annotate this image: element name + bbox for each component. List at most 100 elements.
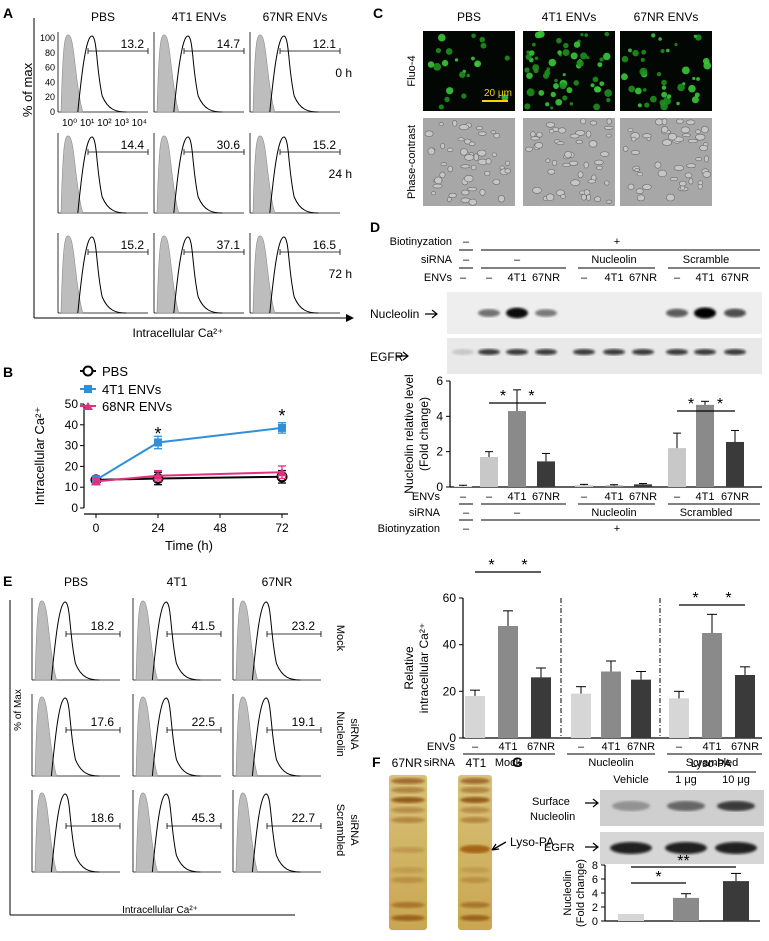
panel-c-cell [532,64,540,71]
panel-b-xtick-label: 0 [93,521,100,535]
panel-f-tlc-plate: 67NR 4T1 Lyso-PA [389,756,554,930]
panel-c-cell [681,66,690,75]
panel-c-cell-outline [530,131,536,138]
panel-d-header-value: – [463,254,470,266]
arrow-icon [585,798,599,808]
panel-g-ytick-label: 6 [592,874,598,886]
panel-b-xtick-label: 48 [213,521,227,535]
panel-c-cell-outline [654,161,662,169]
panel-e-histogram-sample-peak [151,793,201,873]
panel-d-header-value: Nucleolin [591,254,636,266]
panel-c-cell-outline [665,193,676,202]
panel-d-bar [537,461,555,487]
panel-c-cell-outline [676,118,684,124]
panel-c-cell [562,73,566,77]
panel-c-cell [525,53,532,60]
panel-c-cell-outline [461,189,470,196]
panel-c-cell [666,48,670,53]
panel-c-cell [441,59,449,67]
panel-a-column-header: PBS [91,10,115,24]
panel-e-histogram-sample-peak [251,601,301,681]
panel-c-cell-outline [555,189,565,196]
panel-c-cell [438,104,444,110]
panel-e-row-label: Mock [334,625,346,652]
panel-c-cell-outline [679,185,686,191]
panel-e-bar-ytick-label: 40 [443,638,457,652]
panel-f-band [460,787,490,793]
panel-b-star: * [278,406,285,426]
panel-d-blot-and-bars: Biotinyzation – +siRNA – – Nucleolin ScrambleE… [370,236,762,535]
panel-a-histogram-sample-peak [77,136,127,214]
panel-c-cell-outline [575,139,583,145]
panel-d-egfr-band [724,349,746,355]
panel-e-row-label: siRNA [348,718,360,750]
panel-f-band [391,778,425,784]
panel-a-histogram-sample-peak [77,35,127,113]
panel-c-cell-outline [596,165,603,170]
panel-g-blot-label: EGFR [544,842,575,854]
panel-g-nucleolin-band [667,801,705,811]
panel-c-cell [538,89,545,96]
panel-d-lane-label: – [674,491,681,503]
panel-d-sig-star: * [500,388,506,405]
panel-g-ytick-label: 2 [592,902,598,914]
panel-c-cell [628,48,632,53]
panel-d-footer-value: – [463,507,470,519]
panel-c-cell-outline [636,194,645,202]
panel-c-cell [570,52,578,60]
panel-d-egfr-band [506,349,528,355]
panel-e-column-header: PBS [64,575,88,589]
panel-c-cell-outline [440,142,446,149]
panel-e-bar-lane-label: – [578,741,585,753]
panel-e-histogram-control-peak [135,696,158,777]
panel-g-ylabel: Nucleolin [562,870,574,915]
panel-c-cell-outline [606,118,612,125]
panel-c-cell [656,71,662,77]
panel-c-cell-outline [560,194,566,199]
panel-f-lysopa-band [460,845,490,853]
panel-g-bar [618,914,644,921]
panel-b-ytick-label: 40 [65,418,79,432]
panel-c-cell [466,73,470,78]
panel-a-gate-value: 14.4 [121,138,145,152]
panel-b-legend-label: 68NR ENVs [102,399,173,414]
panel-a-histogram-sample-peak [173,136,223,214]
panel-d-lane-label: – [674,272,681,284]
panel-a-gate-value: 13.2 [121,37,145,51]
panel-c-cell-outline [464,154,475,161]
panel-c-cell-outline [581,193,587,201]
panel-c-cell [556,37,562,44]
panel-d-lane-label: – [486,272,493,284]
panel-letter-a: A [3,5,13,21]
panel-d-ylabel: Nucleolin relative level [402,374,416,493]
panel-g-ylabel: (Fold change) [575,859,587,927]
panel-c-cell-outline [669,177,679,181]
panel-d-blot-label: Nucleolin [370,307,419,321]
panel-a-histogram-sample-peak [173,35,223,113]
panel-f-band [460,915,490,921]
panel-c-cell-outline [687,138,699,144]
panel-b-ytick-label: 50 [65,397,79,411]
panel-b-ytick-label: 0 [71,501,78,515]
panel-c-cell [599,57,604,62]
panel-e-bar-lane-label: 67NR [627,741,655,753]
panel-d-lane-label: 4T1 [508,272,527,284]
panel-letter-e: E [3,573,12,589]
panel-a-histogram-sample-peak [269,236,319,314]
panel-c-cell-outline [475,126,483,131]
panel-d-bar [696,404,714,487]
panel-c-cell-outline [548,128,555,134]
panel-c-cell [703,61,712,70]
panel-d-egfr-band [478,349,500,355]
panel-g-lysopa-label: Lyso-PA [691,758,732,770]
panel-a-histogram-ytick-label: 40 [45,77,55,87]
panel-a-gate-value: 15.2 [121,238,145,252]
panel-f-band [391,877,425,883]
panel-c-cell [666,94,672,99]
panel-d-bar [575,485,593,487]
panel-c-cell-outline [471,164,477,171]
panel-a-gate-value: 16.5 [313,238,337,252]
panel-b-line-chart: 0 10 20 30 40 50 0 24 48 72 Time (h) Intracellular … [32,364,289,553]
panel-f-band [460,807,490,813]
panel-d-egfr-band [632,349,654,355]
